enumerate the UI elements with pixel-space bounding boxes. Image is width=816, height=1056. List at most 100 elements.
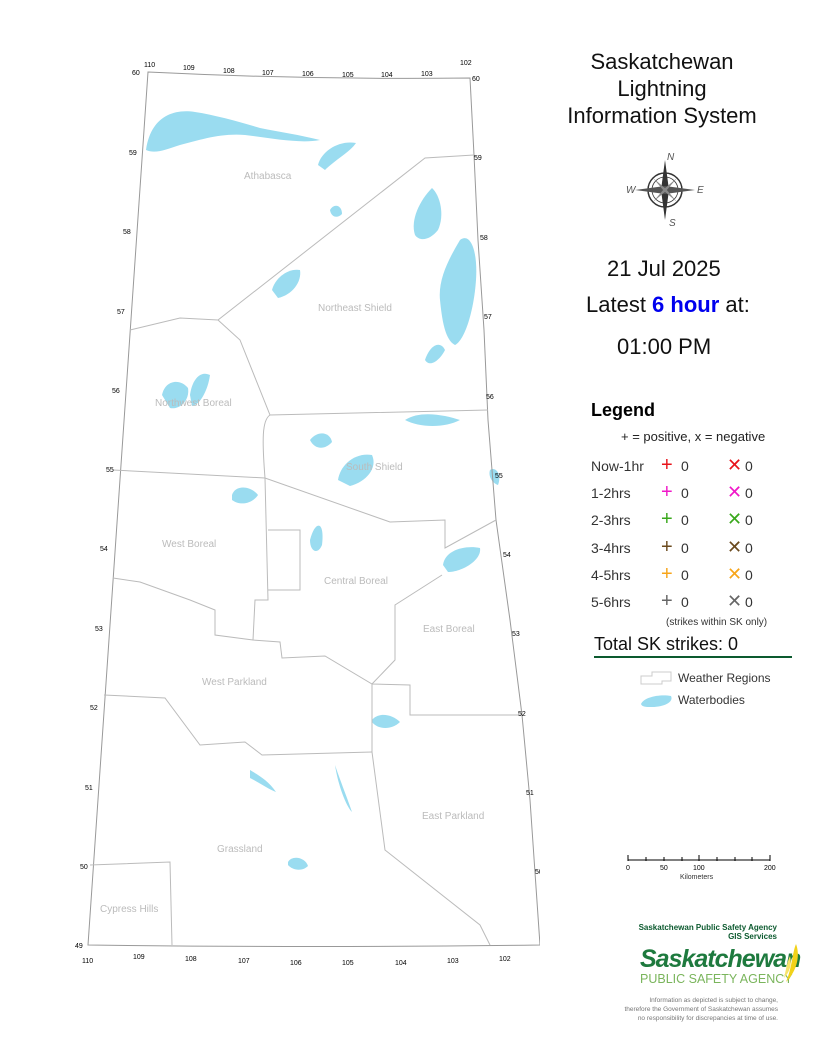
boundary-cypress [89,861,173,946]
latitude-label: 59 [129,150,137,157]
scale-tick-50: 50 [660,865,668,872]
legend-period: 4-5hrs [591,566,631,583]
scale-unit: Kilometers [680,874,714,881]
boundary-westboreal [112,529,301,641]
region-south-shield: South Shield [346,462,403,473]
saskatchewan-map: Athabasca Northeast Shield Northwest Bor… [75,60,540,967]
negative-x-icon: ✕ [727,455,743,475]
wapawekka [405,414,460,426]
region-labels: Athabasca Northeast Shield Northwest Bor… [100,171,484,915]
latitude-label: 54 [100,546,108,553]
longitude-label: 106 [290,960,302,967]
negative-x-icon: ✕ [727,482,743,503]
positive-count: 0 [681,566,689,583]
longitude-label: 104 [381,72,393,79]
reindeer-outflow [425,344,445,364]
latitude-label: 57 [484,314,492,321]
positive-count: 0 [681,539,689,556]
lake-diefenbaker [250,770,276,792]
region-east-boreal: East Boreal [423,624,475,635]
cree-lake [272,269,301,298]
region-athabasca: Athabasca [244,171,292,182]
negative-x-icon: ✕ [727,591,743,611]
peter-pond-lake [190,373,210,406]
legend-note: (strikes within SK only) [666,617,768,628]
positive-plus-icon: + [661,535,673,558]
churchill-lake [162,381,189,409]
boundary-athabasca [129,154,475,331]
logo-sub: PUBLIC SAFETY AGENCY [640,972,793,986]
frobisher-lake [310,433,332,448]
weather-region-swatch-icon [640,671,672,707]
boundary-northeast [217,319,489,416]
region-grassland: Grassland [217,844,263,855]
negative-count: 0 [745,485,753,502]
longitude-label: 108 [223,68,235,75]
compass-n: N [667,152,675,163]
latitude-label: 51 [526,790,534,797]
compass-e: E [697,185,704,196]
latest-suffix: at: [719,292,750,317]
time-label: 01:00 PM [617,334,712,359]
region-east-parkland: East Parkland [422,811,484,822]
region-west-parkland: West Parkland [202,677,267,688]
positive-count: 0 [681,458,689,474]
compass-s: S [669,218,676,229]
region-northeast-shield: Northeast Shield [318,303,392,314]
wollaston-lake [413,188,442,240]
total-strikes: Total SK strikes: 0 [594,634,792,658]
positive-count: 0 [681,512,689,529]
legend-waterbodies: Waterbodies [678,693,745,707]
latitude-label: 50 [535,869,540,876]
agency-credit: Saskatchewan Public Safety Agency GIS Se… [600,923,777,941]
longitude-label: 102 [460,60,472,67]
old-wives-lake [288,857,308,870]
reindeer-lake [439,238,477,345]
negative-count: 0 [745,566,753,583]
latitude-label: 60 [472,76,480,83]
weather-region-boundaries [87,71,540,947]
longitude-label: 104 [395,960,407,967]
longitude-label: 103 [421,71,433,78]
positive-count: 0 [681,485,689,502]
montreal-lake [310,525,323,552]
legend-period: 5-6hrs [591,594,631,610]
agency-dept: GIS Services [728,932,777,941]
disclaimer: Information as depicted is subject to ch… [580,996,778,1023]
agency-name: Saskatchewan Public Safety Agency [638,923,777,932]
latitude-label: 52 [518,711,526,718]
legend-title: Legend [591,400,656,420]
boundary-eastboreal [371,574,491,946]
dore-lake [232,487,258,504]
negative-x-icon: ✕ [727,536,743,557]
logo-main: Saskatchewan [640,945,801,973]
scale-bar: 0 50 100 200 Kilometers [626,855,776,881]
latitude-label: 50 [80,864,88,871]
negative-count: 0 [745,539,753,556]
lac-la-ronge [338,454,374,486]
latest-prefix: Latest [586,292,653,317]
latitude-label: 54 [503,552,511,559]
cumberland-lake [443,547,481,572]
latitude-label: 49 [75,943,83,950]
spsa-logo: Saskatchewan PUBLIC SAFETY AGENCY [640,944,801,992]
negative-x-icon: ✕ [727,509,743,530]
positive-plus-icon: + [661,562,673,585]
positive-plus-icon: + [661,454,673,476]
latitude-label: 53 [95,626,103,633]
title-line-2: Lightning [617,76,707,101]
scale-tick-200: 200 [764,865,776,872]
legend-period: Now-1hr [591,458,644,474]
negative-count: 0 [745,594,753,610]
latitude-label: 56 [486,394,494,401]
legend-period: 2-3hrs [591,512,631,529]
logo-flame-icon [784,944,798,982]
quill-lakes [372,714,400,728]
longitude-label: 107 [238,958,250,965]
disclaimer-line: Information as depicted is subject to ch… [649,997,778,1004]
longitude-label: 109 [183,65,195,72]
longitude-label: 109 [133,954,145,961]
positive-plus-icon: + [661,508,673,531]
disclaimer-line: no responsibility for discrepancies at t… [637,1015,778,1022]
